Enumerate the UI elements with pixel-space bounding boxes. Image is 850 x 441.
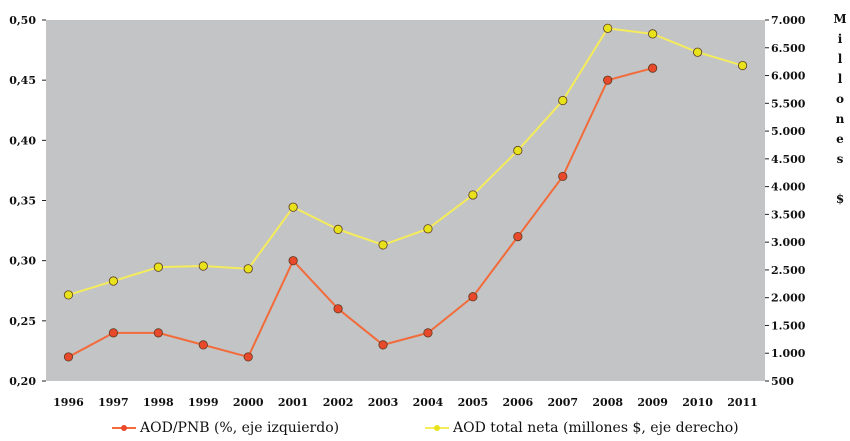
x-axis: 1996 1997 1998 1999 2000 2001 2002 2003 2004 2005… — [53, 396, 758, 409]
data-point-1 — [468, 190, 478, 200]
x-tick-label: 2000 — [233, 396, 264, 409]
right-axis-label-letter: $ — [835, 192, 845, 206]
data-point-0 — [468, 292, 478, 302]
data-point-0 — [513, 232, 523, 242]
x-tick-label: 2010 — [682, 396, 713, 409]
right-tick-label: 500 — [771, 375, 794, 388]
left-tick-label: 0,50 — [9, 14, 36, 27]
data-point-0 — [288, 256, 298, 266]
right-tick-label: 1.500 — [771, 319, 806, 332]
x-tick-label: 2007 — [547, 396, 578, 409]
data-point-1 — [692, 47, 703, 57]
x-tick-label: 2005 — [458, 396, 489, 409]
right-axis-label-letter: o — [835, 92, 844, 106]
right-axis: 500 1.000 1.500 2.000 2.500 3.000 3.500 4.000 4.… — [765, 14, 806, 388]
data-point-1 — [63, 290, 74, 300]
x-tick-label: 1999 — [188, 396, 219, 409]
right-axis-label-letter: s — [836, 152, 844, 166]
right-tick-label: 3.500 — [771, 208, 806, 221]
x-tick-label: 2008 — [592, 396, 623, 409]
data-point-1 — [198, 261, 208, 271]
data-point-0 — [198, 340, 208, 350]
left-tick-label: 0,40 — [9, 134, 36, 147]
data-point-1 — [108, 276, 119, 286]
right-axis-label-letter: n — [835, 112, 845, 126]
right-tick-label: 3.000 — [771, 236, 806, 249]
right-axis-label-letter: e — [836, 132, 844, 146]
right-axis-label-letter: l — [837, 52, 843, 66]
legend-item-aod-pnb: AOD/PNB (%, eje izquierdo) — [112, 420, 339, 436]
data-point-1 — [737, 60, 748, 71]
legend-label-aod-pnb: AOD/PNB (%, eje izquierdo) — [140, 420, 340, 436]
data-point-1 — [288, 202, 298, 212]
data-point-0 — [423, 328, 433, 338]
right-tick-label: 6.500 — [771, 42, 806, 55]
x-tick-label: 2002 — [323, 396, 354, 409]
x-tick-label: 2004 — [413, 396, 444, 409]
x-tick-label: 2006 — [503, 396, 534, 409]
right-tick-label: 5.500 — [771, 97, 806, 110]
legend-item-aod-total: AOD total neta (millones $, eje derecho) — [425, 420, 739, 436]
data-point-1 — [603, 23, 613, 33]
left-tick-label: 0,20 — [9, 375, 36, 388]
data-point-0 — [108, 328, 119, 338]
plot-area — [46, 20, 765, 381]
data-point-1 — [423, 224, 433, 234]
right-tick-label: 7.000 — [771, 14, 806, 27]
right-tick-label: 2.000 — [771, 292, 806, 305]
data-point-0 — [378, 340, 388, 350]
data-point-1 — [648, 29, 658, 39]
data-point-0 — [648, 63, 658, 73]
data-point-0 — [153, 328, 163, 338]
legend-swatch-aod-pnb — [112, 423, 136, 433]
legend-label-aod-total: AOD total neta (millones $, eje derecho) — [453, 420, 739, 436]
right-tick-label: 2.500 — [771, 264, 806, 277]
x-tick-label: 1997 — [98, 396, 129, 409]
data-point-0 — [63, 352, 74, 362]
data-point-1 — [243, 264, 253, 274]
data-point-1 — [333, 224, 343, 234]
data-point-0 — [558, 171, 568, 182]
legend: AOD/PNB (%, eje izquierdo) AOD total net… — [0, 420, 850, 440]
data-point-0 — [603, 75, 613, 85]
x-tick-label: 2001 — [278, 396, 309, 409]
data-point-0 — [243, 352, 253, 362]
right-tick-label: 5.000 — [771, 125, 806, 138]
x-tick-label: 1998 — [143, 396, 174, 409]
right-tick-label: 1.000 — [771, 347, 806, 360]
right-axis-label-letter: i — [837, 32, 843, 46]
right-axis-label-letter: M — [833, 12, 847, 26]
legend-swatch-aod-total — [425, 423, 449, 433]
right-tick-label: 6.000 — [771, 70, 806, 83]
left-tick-label: 0,25 — [9, 315, 36, 328]
left-axis: 0,20 0,25 0,30 0,35 0,40 0,45 0,50 — [9, 14, 46, 388]
left-tick-label: 0,35 — [9, 195, 36, 208]
data-point-1 — [513, 145, 523, 156]
series-layer — [63, 23, 748, 362]
x-tick-label: 1996 — [53, 396, 84, 409]
data-point-1 — [558, 95, 568, 106]
x-tick-label: 2011 — [727, 396, 758, 409]
series-line-0 — [67, 67, 653, 358]
left-tick-label: 0,45 — [9, 74, 36, 87]
data-point-1 — [378, 240, 388, 250]
right-tick-label: 4.500 — [771, 153, 806, 166]
right-tick-label: 4.000 — [771, 181, 806, 194]
x-tick-label: 2003 — [368, 396, 399, 409]
data-point-1 — [153, 262, 163, 272]
right-axis-label-letter: l — [837, 72, 843, 86]
series-line-1 — [68, 27, 743, 296]
left-tick-label: 0,30 — [9, 255, 36, 268]
x-tick-label: 2009 — [637, 396, 668, 409]
data-point-0 — [333, 304, 343, 314]
